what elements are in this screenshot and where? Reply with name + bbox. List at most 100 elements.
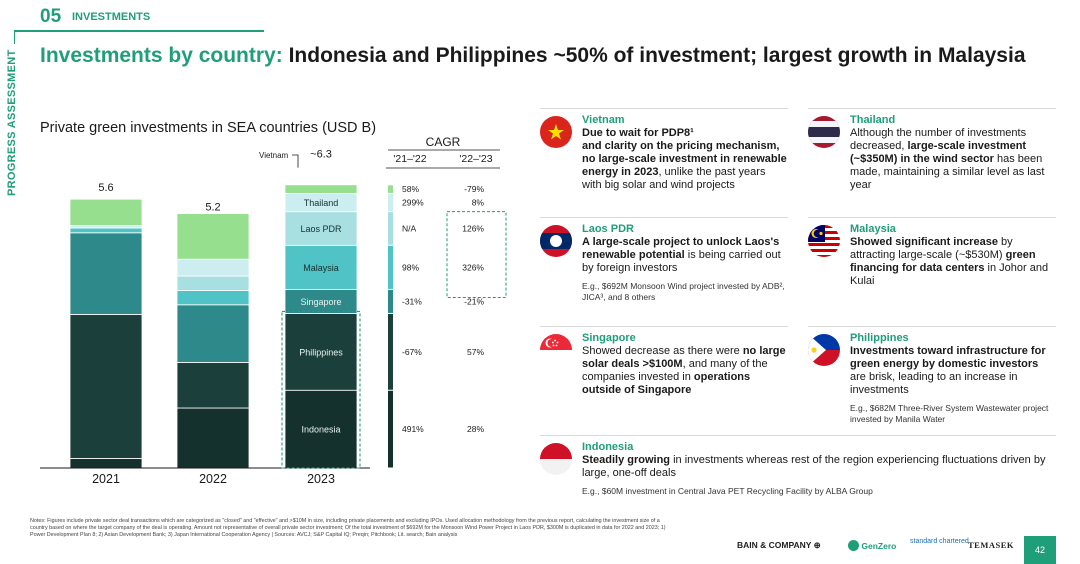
insight-vietnam: Vietnam Due to wait for PDP8¹ and clarity … bbox=[540, 108, 788, 208]
bar-philippines-2021 bbox=[69, 313, 143, 459]
insight-country-singapore: Singapore bbox=[582, 332, 636, 344]
cagr-21-22-philippines: -67% bbox=[402, 347, 422, 357]
genzero-icon bbox=[848, 540, 859, 551]
bain-logo: BAIN & COMPANY ⊕ bbox=[737, 540, 821, 550]
insight-country-thailand: Thailand bbox=[850, 114, 896, 126]
bar-thailand-2022 bbox=[176, 258, 250, 277]
insight-text-vietnam: Due to wait for PDP8¹ and clarity on the … bbox=[582, 127, 787, 191]
footnotes: Notes: Figures include private sector de… bbox=[30, 518, 666, 538]
insight-text-indonesia: Steadily growing in investments whereas … bbox=[582, 454, 1046, 479]
cagr-22-23-indonesia: 28% bbox=[467, 424, 484, 434]
cagr-22-23-vietnam: -79% bbox=[464, 184, 484, 194]
cagr-21-22-malaysia: 98% bbox=[402, 262, 419, 272]
insight-country-philippines: Philippines bbox=[850, 332, 909, 344]
insight-country-vietnam: Vietnam bbox=[582, 114, 625, 126]
bar-label-singapore: Singapore bbox=[300, 297, 341, 307]
section-divider bbox=[14, 30, 264, 32]
insight-example-laos-pdr: E.g., $692M Monsoon Wind project investe… bbox=[582, 281, 785, 302]
chart-title: Private green investments in SEA countri… bbox=[40, 120, 377, 136]
bar-vietnam-2022 bbox=[176, 213, 250, 260]
bar-indonesia-2022 bbox=[176, 407, 250, 469]
page-title-rest: Indonesia and Philippines ~50% of invest… bbox=[288, 44, 1026, 67]
genzero-logo-text: GenZero bbox=[861, 541, 897, 551]
temasek-logo: TEMASEK bbox=[968, 540, 1015, 550]
insight-malaysia: Malaysia Showed significant increase by a… bbox=[808, 217, 1056, 317]
insight-text-malaysia: Showed significant increase by attractin… bbox=[850, 236, 1049, 287]
cagr-21-22-laos-pdr: N/A bbox=[402, 223, 417, 233]
insight-divider bbox=[808, 326, 1056, 327]
insight-singapore: Singapore Showed decrease as there were n… bbox=[540, 326, 788, 426]
cagr-swatch-indonesia bbox=[388, 390, 393, 468]
bar-indonesia-2023 bbox=[284, 389, 358, 469]
insight-philippines: Philippines Investments toward infrastruc… bbox=[808, 326, 1056, 426]
cagr-swatch-philippines bbox=[388, 313, 393, 390]
insight-divider bbox=[808, 217, 1056, 218]
bar-label-indonesia: Indonesia bbox=[301, 425, 340, 435]
laos-flag-icon bbox=[540, 225, 572, 257]
x-tick-2021: 2021 bbox=[92, 472, 120, 486]
thailand-flag-icon bbox=[808, 116, 840, 148]
indonesia-flag-icon bbox=[540, 443, 572, 475]
sidebar-label: PROGRESS ASSESSMENT bbox=[6, 49, 18, 197]
cagr-swatch-singapore bbox=[388, 289, 393, 313]
cagr-swatch-vietnam bbox=[388, 185, 393, 193]
bar-philippines-2023 bbox=[284, 313, 358, 391]
insight-divider bbox=[540, 108, 788, 109]
bar-vietnam-2021 bbox=[69, 198, 143, 226]
section-name: INVESTMENTS bbox=[72, 11, 151, 23]
bar-vietnam-2023 bbox=[284, 184, 358, 194]
bar-laos-pdr-2022 bbox=[176, 275, 250, 291]
insight-text-laos-pdr: A large-scale project to unlock Laos's r… bbox=[582, 236, 781, 274]
malaysia-flag-icon bbox=[808, 225, 840, 257]
cagr-swatch-laos-pdr bbox=[388, 212, 393, 245]
genzero-logo: GenZero bbox=[848, 540, 896, 551]
cagr-21-22-singapore: -31% bbox=[402, 296, 422, 306]
bar-label-thailand: Thailand bbox=[304, 198, 339, 208]
insight-text-singapore: Showed decrease as there were no large s… bbox=[582, 345, 786, 396]
insight-indonesia: Indonesia Steadily growing in investments… bbox=[540, 435, 1056, 535]
cagr-22-23-singapore: -21% bbox=[464, 296, 484, 306]
insight-text-philippines: Investments toward infrastructure for gr… bbox=[850, 345, 1046, 396]
total-label-2022: 5.2 bbox=[205, 201, 220, 213]
insight-country-malaysia: Malaysia bbox=[850, 223, 896, 235]
bar-label-philippines: Philippines bbox=[299, 347, 343, 357]
insight-divider bbox=[540, 435, 1056, 436]
bar-singapore-2021 bbox=[69, 232, 143, 315]
bar-label-malaysia: Malaysia bbox=[303, 263, 339, 273]
cagr-swatch-thailand bbox=[388, 193, 393, 212]
x-tick-2023: 2023 bbox=[307, 472, 335, 486]
total-label-2023: ~6.3 bbox=[310, 149, 332, 161]
insight-divider bbox=[808, 108, 1056, 109]
insight-thailand: Thailand Although the number of investmen… bbox=[808, 108, 1056, 208]
page-title: Investments by country: Indonesia and Ph… bbox=[40, 44, 1026, 68]
vietnam-callout-label: Vietnam bbox=[259, 151, 289, 160]
insight-laos-pdr: Laos PDR A large-scale project to unlock … bbox=[540, 217, 788, 317]
cagr-22-23-malaysia: 326% bbox=[462, 262, 484, 272]
singapore-flag-icon bbox=[540, 334, 572, 366]
x-tick-2022: 2022 bbox=[199, 472, 227, 486]
page-title-accent: Investments by country: bbox=[40, 44, 283, 67]
bar-label-laos-pdr: Laos PDR bbox=[300, 224, 342, 234]
stacked-bar-chart: 5.6 2021 5.2 2022 Indonesia Philippines Singap… bbox=[40, 135, 507, 486]
insight-country-laos-pdr: Laos PDR bbox=[582, 223, 634, 235]
cagr-header-22-23: '22–'23 bbox=[459, 153, 492, 165]
section-number: 05 bbox=[40, 6, 62, 27]
vietnam-callout-leader bbox=[292, 154, 299, 168]
bar-indonesia-2021 bbox=[69, 457, 143, 469]
highlight-box-laos-malaysia bbox=[446, 211, 507, 298]
insight-divider bbox=[540, 326, 788, 327]
sidebar-accent-line bbox=[14, 32, 15, 44]
insight-country-indonesia: Indonesia bbox=[582, 441, 634, 453]
vietnam-flag-icon bbox=[540, 116, 572, 148]
highlight-box-indonesia-philippines bbox=[281, 310, 361, 469]
cagr-21-22-vietnam: 58% bbox=[402, 184, 419, 194]
bar-malaysia-2021 bbox=[69, 227, 143, 234]
insight-text-thailand: Although the number of investments decre… bbox=[850, 127, 1045, 191]
cagr-22-23-philippines: 57% bbox=[467, 347, 484, 357]
cagr-header-21-22: '21–'22 bbox=[393, 153, 426, 165]
insight-example-philippines: E.g., $682M Three-River System Wastewate… bbox=[850, 403, 1049, 424]
insight-example-indonesia: E.g., $60M investment in Central Java PE… bbox=[582, 486, 873, 496]
page-number: 42 bbox=[1024, 536, 1056, 564]
insight-divider bbox=[540, 217, 788, 218]
bar-malaysia-2022 bbox=[176, 289, 250, 306]
